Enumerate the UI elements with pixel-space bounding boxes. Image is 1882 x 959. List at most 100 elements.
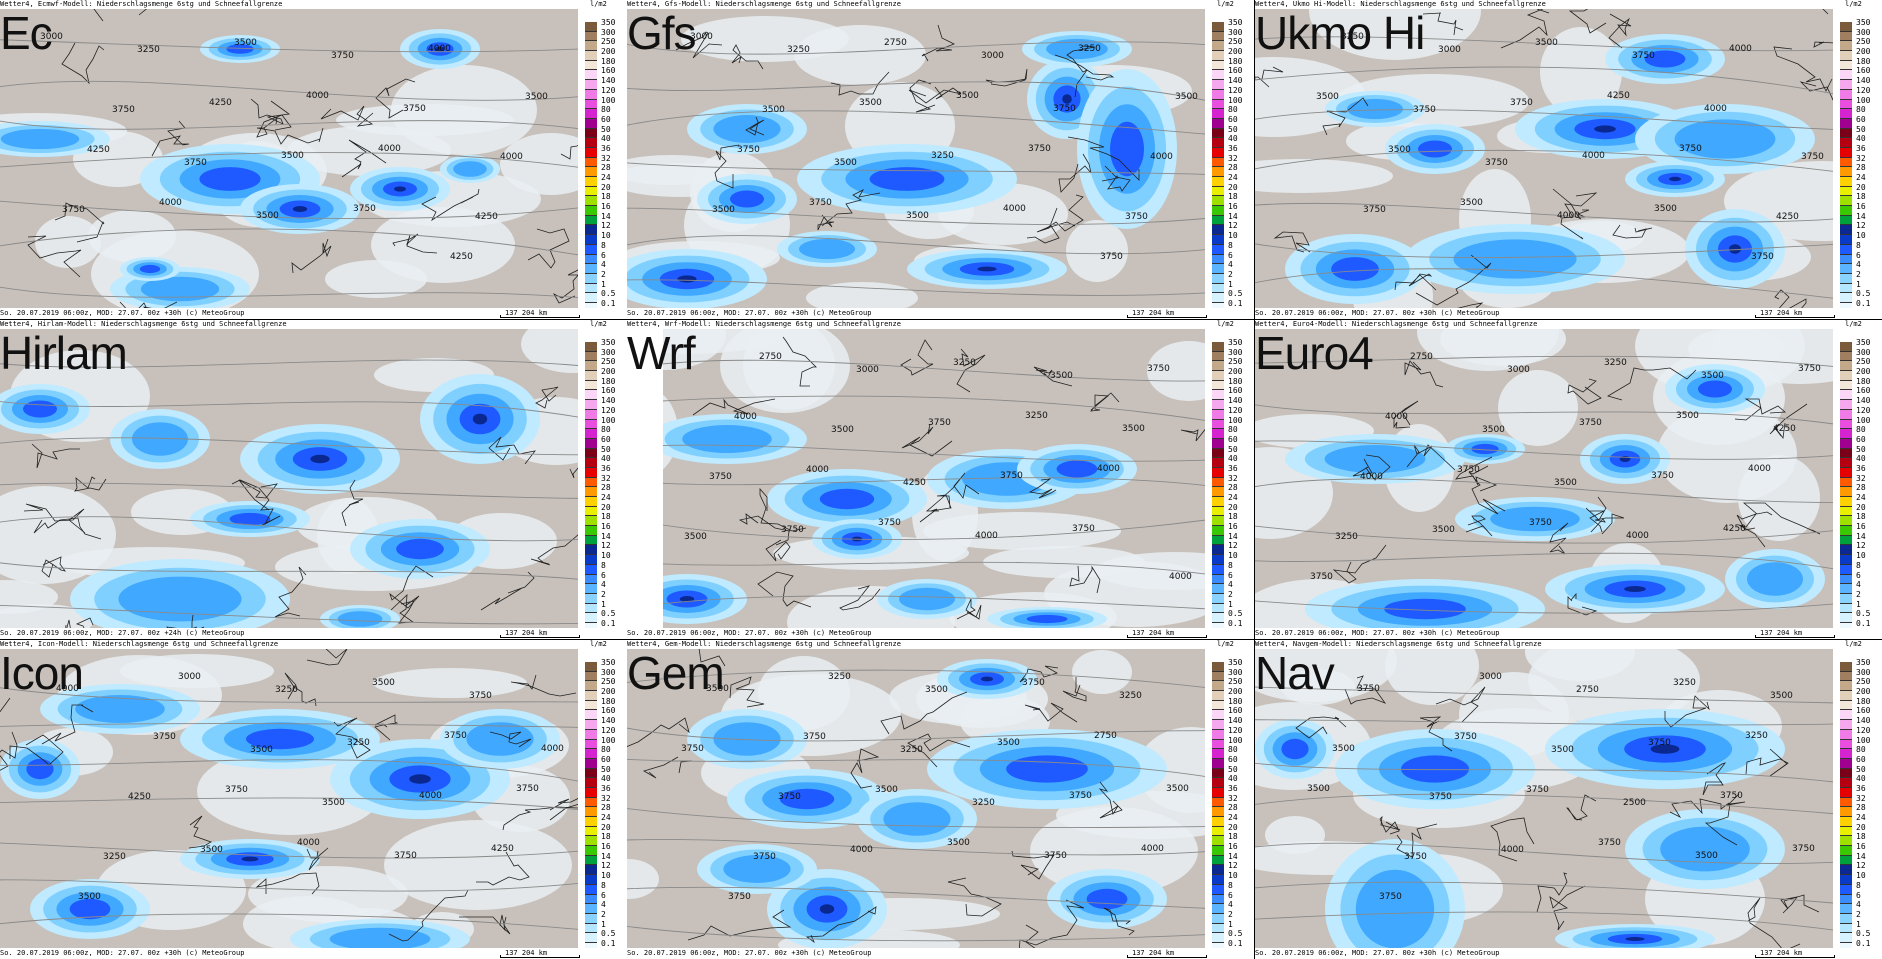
country-border [698,649,726,667]
legend-label: 18 [601,192,611,202]
country-border [74,476,107,492]
legend-swatch [1840,574,1852,585]
legend-swatch [585,186,597,197]
legend-swatch [1212,41,1224,52]
legend-label: 80 [1228,745,1238,755]
contour-label: 3250 [275,685,298,695]
legend-label: 16 [601,842,611,852]
legend-swatch [1840,41,1852,52]
contour-label: 3750 [394,851,417,861]
run-info: So. 20.07.2019 06:00z, MOD: 27.07. 00z +… [1255,309,1500,317]
legend-swatch [1840,225,1852,236]
contour-label: 4000 [541,744,564,754]
legend-swatch [1840,584,1852,594]
precip-contour [1026,614,1068,624]
legend-label: 16 [1228,522,1238,532]
country-border [1103,907,1135,936]
legend-label: 50 [1228,444,1238,454]
legend-swatch [1840,342,1852,352]
legend-swatch [1212,603,1224,614]
legend-label: 160 [1856,706,1871,716]
legend-label: 0.5 [1228,609,1243,619]
snowline-isoline [627,926,1205,942]
precipitation-map: 3250 3500 3750 3250 3500 3750 3250 3500 2750 3750… [627,649,1205,948]
country-border [421,188,480,222]
scale-label: 137 204 km [505,309,548,317]
country-border [41,704,94,745]
country-border [908,86,962,104]
legend-label: 32 [1228,153,1238,163]
legend-label: 10 [1228,871,1238,881]
country-border [745,116,765,136]
legend-swatch [1212,846,1224,856]
legend-label: 120 [601,405,616,415]
legend-swatch [1212,749,1224,759]
legend-label: 2 [1228,589,1233,599]
run-info: So. 20.07.2019 06:00z, MOD: 27.07. 00z +… [0,949,245,957]
contour-label: 3500 [1770,691,1793,701]
snowline-isoline [0,687,578,703]
panel-header-text: Wetter4, Hirlam-Modell: Niederschlagsmen… [0,320,287,328]
legend-swatch [1840,380,1852,391]
contour-label: 4250 [450,252,473,262]
contour-label: 3750 [709,472,732,482]
legend-label: 6 [1856,890,1861,900]
scale-bar [1755,315,1835,318]
precipitation-map: 3000 3250 3500 3750 4000 3500 3750 4250 4000 3750… [0,9,578,308]
country-border [1025,924,1039,948]
contour-label: 3750 [1598,838,1621,848]
precip-contour [869,167,945,191]
legend-label: 18 [1228,832,1238,842]
legend-swatch [1840,371,1852,381]
contour-label: 3500 [250,745,273,755]
map-canvas: 3000 3250 3500 3750 4000 3500 3750 4250 4000 3750… [0,9,578,308]
contour-label: 3000 [1438,45,1461,55]
legend-label: 120 [1856,85,1871,95]
legend-label: 250 [1856,677,1871,687]
low-precip-area [35,216,101,268]
color-bar [585,342,597,633]
legend-swatch [1212,429,1224,439]
snowline-isoline [1255,762,1833,783]
snowline-isoline [627,110,1205,135]
legend-label: 6 [1228,890,1233,900]
legend-swatch [1840,109,1852,119]
legend-label: 14 [601,531,611,541]
snowline-isoline [1255,911,1833,931]
country-border [985,68,1028,87]
precip-contour [1471,443,1499,455]
country-border [1101,165,1131,192]
legend-label: 20 [601,822,611,832]
snowline-isoline [627,207,1205,225]
legend-label: 160 [1228,66,1243,76]
legend-swatch [585,31,597,42]
country-border [1608,13,1632,49]
panel-footer: So. 20.07.2019 06:00z, MOD: 27.07. 00z +… [0,628,627,639]
contour-label: 3500 [1432,525,1455,535]
color-bar [585,662,597,953]
precip-contour [396,538,444,560]
legend-swatch [1212,167,1224,177]
legend-swatch [1212,157,1224,168]
country-border [687,909,792,941]
legend-swatch [585,293,597,303]
country-border [1393,400,1419,429]
legend-label: 4 [1228,580,1233,590]
snowline-isoline [627,561,1205,575]
precip-contour [1669,176,1681,182]
country-border [925,472,980,512]
legend-label: 14 [601,211,611,221]
legend-label: 8 [601,880,606,890]
contour-label: 3750 [753,852,776,862]
country-border [1024,702,1078,723]
contour-label: 3750 [153,732,176,742]
legend-swatch [1840,400,1852,410]
contour-label: 4000 [1729,44,1752,54]
legend-labels: 350 300 250 200 180 160 140 120 100 80 60 50 40 36 32 2… [601,338,615,629]
contour-label: 3500 [1122,424,1145,434]
contour-label: 4000 [378,144,401,154]
contour-label: 3750 [737,145,760,155]
contour-label: 3750 [1413,105,1436,115]
legend-label: 140 [1856,716,1871,726]
legend-label: 0.5 [1856,929,1871,939]
